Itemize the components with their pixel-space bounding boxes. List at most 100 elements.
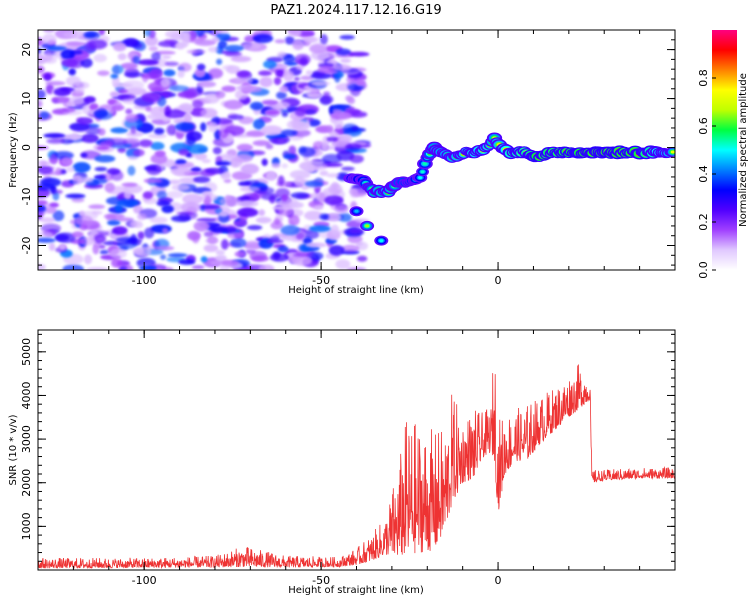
spectrogram-noise-cell (163, 69, 176, 77)
spectrogram-noise-cell (146, 113, 168, 120)
spectrogram-noise-cell (117, 53, 127, 61)
spectrogram-noise-cell (38, 36, 43, 47)
spectrogram-noise-cell (153, 127, 165, 135)
spectrogram-noise-cell (61, 107, 76, 113)
spectrogram-noise-cell (309, 44, 328, 54)
spectrogram-noise-cell (111, 258, 123, 268)
spectrogram-noise-cell (97, 128, 106, 136)
spectrogram-noise-cell (122, 80, 145, 91)
spectrogram-noise-cell (283, 70, 295, 82)
spectrogram-x-axis-label: Height of straight line (km) (288, 285, 424, 296)
spectrogram-noise-cell (157, 40, 179, 48)
spectrogram-noise-cell (139, 265, 157, 270)
spectrogram-noise-cell (51, 96, 71, 104)
spectrogram-noise-cell (106, 168, 121, 175)
spectrogram-noise-cell (245, 130, 266, 137)
spectrogram-noise-cell (48, 202, 60, 208)
spectrogram-noise-cell (265, 170, 277, 181)
spectrogram-noise-cell (210, 226, 228, 233)
spectrogram-y-ticks: -20 -10 0 10 20 (20, 29, 675, 266)
spectrogram-noise-cell (293, 76, 300, 82)
y-tick-label: 4000 (20, 381, 33, 409)
spectrogram-noise-cell (49, 153, 58, 165)
spectrogram-noise-cell (154, 150, 166, 157)
spectrogram-noise-cell (182, 31, 191, 42)
spectrogram-noise-cell (41, 161, 51, 166)
spectrogram-noise-cell (239, 185, 260, 192)
spectrogram-noise-cell (218, 127, 229, 139)
spectrogram-noise-cell (263, 60, 277, 69)
spectrogram-noise-cell (89, 103, 99, 111)
spectrogram-noise-cell (38, 165, 54, 175)
spectrogram-noise-cell (112, 226, 128, 235)
spectrogram-noise-cell (173, 168, 192, 177)
spectrogram-noise-cell (160, 254, 167, 260)
spectrogram-noise-cell (38, 47, 42, 55)
x-tick-label: -100 (132, 574, 157, 587)
spectrogram-noise-cell (214, 207, 223, 215)
spectrogram-noise-cell (238, 181, 252, 187)
spectrogram-noise-cell (178, 259, 196, 265)
spectrogram-noise-cell (88, 204, 106, 210)
spectrogram-noise-cell (178, 212, 190, 221)
spectrogram-noise-cell (219, 196, 241, 207)
spectrogram-noise-cell (76, 117, 93, 125)
spectrogram-noise-cell (186, 49, 207, 55)
snr-x-ticks: -100 -50 0 (37, 330, 676, 587)
spectrogram-noise-cell (175, 41, 186, 50)
spectrogram-noise-cell (42, 33, 57, 45)
spectrogram-noise-cell (280, 225, 300, 236)
spectrogram-noise-cell (191, 265, 205, 270)
spectrogram-noise-cell (149, 216, 168, 224)
spectrogram-noise-cell (207, 46, 219, 53)
spectrogram-noise-cell (221, 259, 239, 267)
spectrogram-noise-cell (234, 76, 254, 85)
spectrogram-noise-cell (161, 204, 174, 214)
spectrogram-noise-cell (65, 75, 81, 87)
spectrogram-noise-cell (223, 99, 244, 110)
spectrogram-noise-cell (44, 51, 53, 62)
spectrogram-noise-cell (292, 252, 313, 258)
spectrogram-noise-cell (151, 51, 161, 61)
spectrogram-noise-cell (73, 87, 85, 94)
spectrogram-noise-cell (166, 124, 177, 136)
spectrogram-noise-cell (356, 241, 369, 251)
colorbar-ticks: 0.0 0.2 0.4 0.6 0.8 (697, 69, 716, 279)
spectrogram-noise-cell (137, 59, 159, 66)
spectrogram-noise-cell (237, 200, 259, 208)
spectrogram-noise-cell (117, 198, 139, 208)
spectrogram-noise-cell (351, 188, 367, 198)
spectrogram-noise-cell (282, 54, 296, 64)
spectrogram-noise-cell (47, 46, 67, 51)
spectrogram-noise-cell (230, 237, 247, 248)
spectrogram-noise-cell (43, 73, 52, 81)
spectrogram-noise-cell (320, 145, 336, 150)
y-tick-label: 20 (20, 43, 33, 57)
spectrogram-noise-cell (109, 248, 127, 259)
spectrogram-noise-cell (233, 220, 248, 227)
spectrogram-noise-cell (58, 243, 67, 251)
spectrogram-noise-cell (310, 81, 331, 86)
spectrogram-noise-cell (68, 68, 76, 76)
spectrogram-noise-cell (215, 249, 225, 256)
spectrogram-noise-cell (274, 39, 286, 44)
spectrogram-noise-cell (319, 213, 330, 221)
spectrogram-noise-cell (341, 166, 355, 171)
spectrogram-noise-cell (142, 191, 154, 200)
colorbar-tick-label: 0.2 (697, 213, 710, 231)
spectrogram-noise-cell (264, 109, 280, 116)
spectrogram-noise-cell (156, 190, 167, 200)
spectrogram-noise-cell (283, 153, 297, 160)
spectrogram-noise-cell (194, 221, 210, 232)
spectrogram-noise-cell (249, 101, 264, 111)
spectrogram-noise-cell (72, 162, 91, 173)
y-tick-label: 10 (20, 92, 33, 106)
spectrogram-noise-cell (124, 71, 144, 78)
spectrogram-noise-cell (86, 267, 109, 270)
spectrogram-noise-cell (295, 64, 305, 71)
spectrogram-noise-cell (328, 245, 345, 256)
spectrogram-noise-cell (203, 231, 214, 238)
y-tick-label: 0 (20, 144, 33, 151)
spectrogram-noise-cell (112, 83, 133, 88)
